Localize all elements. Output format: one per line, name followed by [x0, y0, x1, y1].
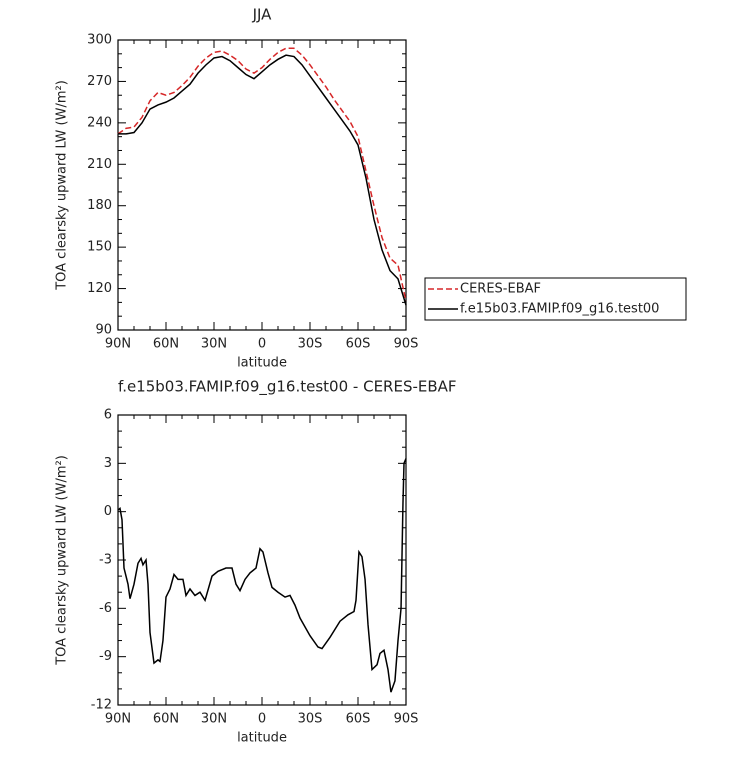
series-line — [117, 47, 407, 302]
x-tick-label: 30N — [201, 337, 227, 352]
y-tick-label: 3 — [104, 456, 112, 471]
y-tick-label: -3 — [99, 553, 112, 568]
legend-label: f.e15b03.FAMIP.f09_g16.test00 — [460, 302, 659, 317]
y-tick-label: -12 — [91, 698, 112, 713]
x-tick-label: 90S — [394, 337, 419, 352]
plot-frame — [117, 39, 407, 331]
y-tick-label: -9 — [99, 649, 112, 664]
y-tick-label: 300 — [87, 33, 112, 48]
chart-title: f.e15b03.FAMIP.f09_g16.test00 - CERES-EB… — [118, 378, 457, 397]
x-tick-label: 30S — [298, 712, 323, 727]
y-tick-label: 210 — [87, 157, 112, 172]
y-tick-label: 270 — [87, 74, 112, 89]
series-line — [118, 54, 407, 306]
x-tick-label: 90N — [105, 337, 131, 352]
y-tick-label: 90 — [95, 323, 112, 338]
y-tick-label: 180 — [87, 198, 112, 213]
x-axis-label: latitude — [237, 356, 287, 371]
x-tick-label: 0 — [258, 337, 266, 352]
x-tick-label: 90S — [394, 712, 419, 727]
y-tick-label: 150 — [87, 240, 112, 255]
x-tick-label: 60S — [346, 712, 371, 727]
x-tick-label: 90N — [105, 712, 131, 727]
x-tick-label: 30S — [298, 337, 323, 352]
x-tick-label: 60N — [153, 712, 179, 727]
y-tick-label: -6 — [99, 601, 112, 616]
chart-title: JJA — [252, 6, 273, 24]
y-tick-label: 0 — [104, 504, 112, 519]
y-axis-label: TOA clearsky upward LW (W/m²) — [55, 80, 70, 291]
y-axis-label: TOA clearsky upward LW (W/m²) — [55, 455, 70, 666]
legend-label: CERES-EBAF — [460, 282, 541, 297]
y-tick-label: 6 — [104, 408, 112, 423]
y-tick-label: 240 — [87, 115, 112, 130]
legend-box — [424, 277, 687, 321]
x-tick-label: 60S — [346, 337, 371, 352]
x-axis-label: latitude — [237, 731, 287, 746]
series-line — [117, 458, 407, 693]
y-tick-label: 120 — [87, 281, 112, 296]
x-tick-label: 0 — [258, 712, 266, 727]
x-tick-label: 30N — [201, 712, 227, 727]
x-tick-label: 60N — [153, 337, 179, 352]
